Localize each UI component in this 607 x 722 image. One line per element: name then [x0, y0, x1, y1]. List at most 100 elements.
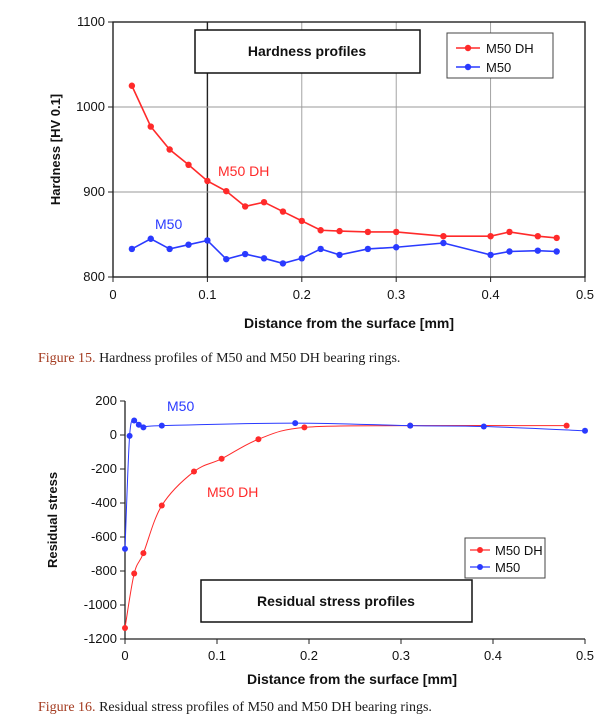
x-tick-label: 0 [121, 648, 128, 663]
data-point-m50 [292, 420, 299, 427]
data-point-m50-dh [191, 468, 197, 475]
data-point-m50-dh [128, 82, 136, 89]
data-point-m50 [147, 235, 154, 242]
data-point-m50 [487, 251, 494, 259]
figure-16-text: Residual stress profiles of M50 and M50 … [95, 700, 432, 715]
data-point-m50-dh [563, 422, 570, 429]
data-point-m50-dh [223, 187, 230, 195]
legend-label-m50-dh: M50 DH [486, 41, 534, 56]
data-point-m50-dh [440, 233, 447, 240]
y-tick-label: 200 [95, 393, 117, 408]
data-point-m50-dh [506, 228, 513, 236]
legend-marker-m50 [477, 564, 483, 570]
data-point-m50-dh [255, 436, 262, 443]
hardness-chart: 800 900 1000 1100 0 0.1 0.2 0.3 0.4 0.5 Distance f… [48, 14, 594, 331]
legend-marker-m50-dh [464, 44, 472, 52]
data-point-m50 [140, 424, 147, 431]
plot-frame [112, 21, 586, 278]
legend-label-m50: M50 [486, 60, 511, 75]
data-point-m50 [393, 244, 400, 251]
data-point-m50 [506, 248, 513, 255]
data-point-m50 [185, 241, 192, 248]
y-tick-label: 0 [110, 427, 117, 442]
legend-marker-m50 [464, 63, 472, 71]
legend-label-m50-dh: M50 DH [495, 543, 543, 558]
data-point-m50 [260, 255, 268, 262]
chart-title: Hardness profiles [248, 43, 366, 59]
data-point-m50-dh [317, 227, 324, 234]
legend-box [446, 32, 554, 79]
figure-16-label: Figure 16. [38, 700, 96, 715]
series-annotation-m50: M50 [167, 398, 194, 414]
y-tick-label: -1200 [84, 631, 117, 646]
y-tick-label: -400 [91, 495, 117, 510]
data-point-m50 [553, 248, 560, 255]
figure-15-text: Hardness profiles of M50 and M50 DH bear… [95, 351, 401, 366]
x-axis-label: Distance from the surface [mm] [247, 671, 457, 687]
title-box [194, 29, 421, 74]
data-point-m50-dh [336, 227, 343, 235]
data-point-m50-dh [260, 199, 268, 206]
data-point-m50-dh [279, 208, 287, 215]
data-point-m50-dh [147, 123, 154, 130]
x-axis-label: Distance from the surface [mm] [244, 315, 454, 331]
data-point-m50 [298, 255, 305, 262]
data-point-m50-dh [393, 228, 400, 236]
data-point-m50-dh [241, 203, 249, 210]
x-tick-label: 0.3 [392, 648, 410, 663]
x-tick-label: 0.5 [576, 287, 594, 302]
data-point-m50-dh [131, 570, 138, 577]
chart-title: Residual stress profiles [257, 593, 415, 609]
figure-16-caption: Figure 16. Residual stress profiles of M… [38, 700, 432, 716]
y-tick-label: -1000 [84, 597, 117, 612]
x-tick-label: 0 [109, 287, 116, 302]
data-point-m50 [166, 245, 173, 253]
y-axis-label: Residual stress [45, 472, 60, 568]
data-point-m50-dh [218, 455, 225, 462]
data-point-m50 [131, 417, 138, 424]
data-point-m50 [407, 422, 414, 429]
series-annotation-m50: M50 [155, 216, 182, 232]
data-point-m50-dh [534, 233, 541, 240]
data-point-m50-dh [204, 177, 211, 185]
data-point-m50 [223, 255, 230, 263]
y-tick-label: 800 [83, 269, 105, 284]
data-point-m50-dh [140, 550, 147, 557]
data-point-m50 [135, 421, 142, 428]
y-tick-label: -800 [91, 563, 117, 578]
series-line-m50 [124, 419, 586, 549]
data-point-m50 [241, 250, 249, 258]
y-tick-label: -600 [91, 529, 117, 544]
x-tick-label: 0.3 [387, 287, 405, 302]
data-point-m50 [582, 427, 588, 434]
x-tick-label: 0.1 [208, 648, 226, 663]
legend-box [464, 537, 546, 579]
data-point-m50-dh [185, 161, 192, 168]
x-tick-label: 0.5 [576, 648, 594, 663]
data-point-m50 [534, 247, 541, 254]
y-tick-label: 900 [83, 184, 105, 199]
series-annotation-m50-dh: M50 DH [207, 484, 258, 500]
title-box [200, 579, 473, 623]
data-point-m50-dh [553, 234, 560, 242]
data-point-m50 [480, 423, 487, 430]
series-annotation-m50-dh: M50 DH [218, 163, 269, 179]
data-point-m50-dh [166, 146, 173, 153]
y-tick-label: 1000 [76, 99, 105, 114]
data-point-m50 [204, 237, 211, 244]
data-point-m50 [128, 245, 136, 253]
x-tick-label: 0.2 [300, 648, 318, 663]
data-point-m50 [317, 245, 324, 253]
x-tick-label: 0.4 [484, 648, 502, 663]
data-point-m50-dh [364, 228, 372, 236]
data-point-m50-dh [298, 217, 305, 225]
legend-marker-m50-dh [477, 547, 483, 553]
residual-stress-chart: 200 0 -200 -400 -600 -800 -1000 -1200 0 0.1 0.2 0.3… [45, 393, 594, 687]
data-point-m50 [364, 245, 372, 253]
x-tick-label: 0.4 [482, 287, 500, 302]
figure-15-label: Figure 15. [38, 351, 96, 366]
data-point-m50 [440, 239, 447, 247]
series-line-m50-dh [131, 85, 557, 239]
y-tick-label: 1100 [77, 14, 105, 29]
y-tick-label: -200 [91, 461, 117, 476]
